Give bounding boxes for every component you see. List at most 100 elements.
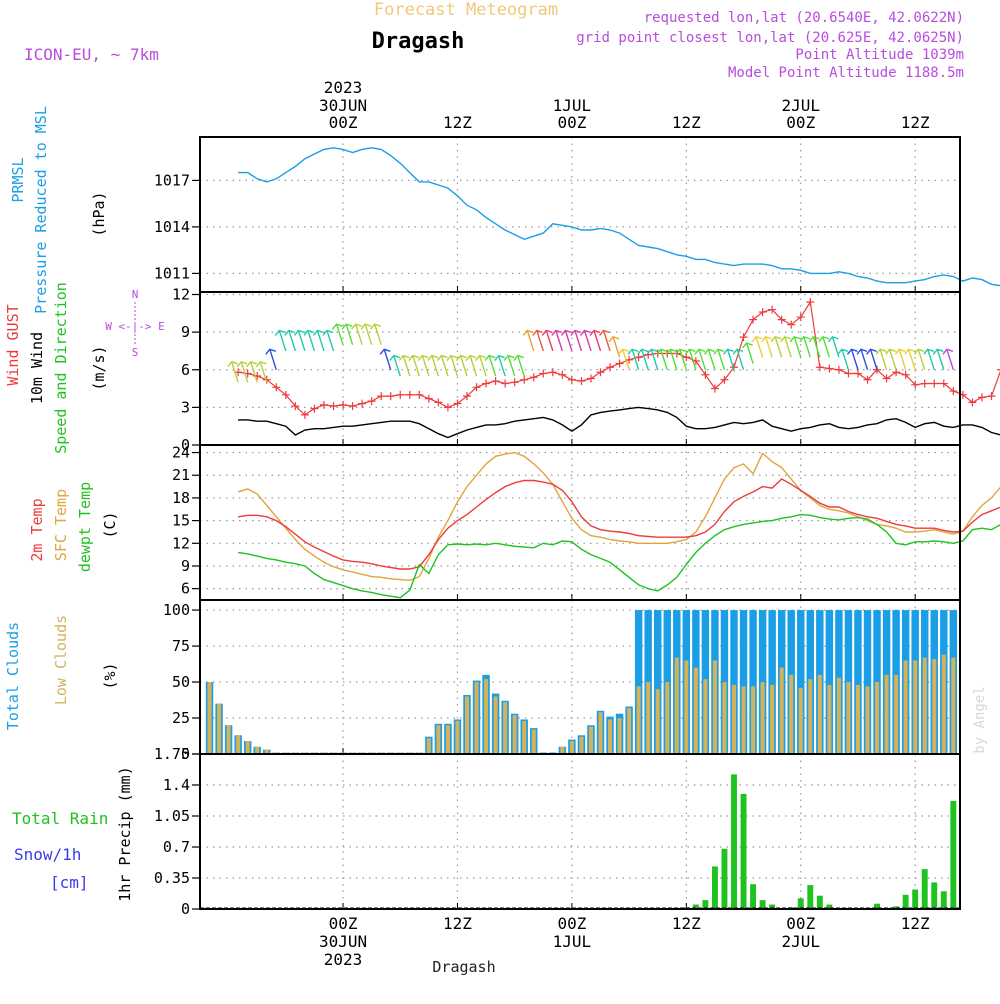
low-clouds-bar <box>779 667 784 754</box>
panel-precip: 0 0.35 0.7 1.05 1.4 1.75 Total Rain Snow/1h [cm]… <box>12 745 960 918</box>
wind-10m-label: 10m Wind <box>28 332 46 404</box>
bottom-tick-label: 00Z <box>557 914 586 933</box>
gust-marker <box>720 375 729 384</box>
wind-arrow-shaft <box>927 349 935 370</box>
wind-direction-arrow <box>637 348 649 370</box>
wind-direction-arrow <box>780 335 792 358</box>
rain-bar <box>940 891 947 909</box>
wind-arrow-head <box>722 348 734 355</box>
wind-arrow-shaft <box>402 355 411 377</box>
panel-clouds: 0 25 50 75 100 Total Clouds Low Clouds (%) <box>4 600 960 763</box>
gust-marker <box>949 387 958 396</box>
wind-direction-arrow <box>370 323 382 345</box>
wind-arrow-shaft <box>345 324 354 345</box>
wind-arrow-head <box>303 329 315 336</box>
wind-direction-arrow <box>532 329 544 352</box>
wind-direction-arrow <box>503 354 516 377</box>
wind-direction-arrow <box>303 329 316 352</box>
low-clouds-bar <box>894 674 899 754</box>
wind-direction-arrow <box>351 323 363 345</box>
gust-marker <box>491 377 500 386</box>
wind-direction-arrow <box>827 335 840 358</box>
wind-arrow-head <box>446 354 458 362</box>
y-tick-label: 0 <box>181 745 190 763</box>
low-clouds-bar <box>703 679 708 754</box>
low-clouds-bar <box>884 674 889 754</box>
wind-direction-arrow <box>761 335 773 358</box>
rain-bar <box>731 774 737 909</box>
top-year-label: 2023 <box>324 78 363 97</box>
wind-arrow-head <box>799 335 811 343</box>
total-clouds-bar <box>854 610 862 754</box>
gust-marker <box>710 384 719 393</box>
wind-arrow-head <box>417 354 429 362</box>
panel-frame-pressure <box>199 136 961 293</box>
gust-marker <box>463 392 472 401</box>
location-title: Dragash <box>372 29 465 54</box>
point-altitude: Point Altitude 1039m <box>795 47 964 63</box>
low-clouds-bar <box>665 682 670 754</box>
gust-marker <box>987 392 996 401</box>
wind-arrow-shaft <box>755 336 764 358</box>
wind-arrow-shaft <box>621 349 630 370</box>
wind-arrow-head <box>618 348 629 355</box>
bottom-tick-label: 00Z <box>786 914 815 933</box>
wind-arrow-shaft <box>841 349 850 370</box>
y-tick-label: 9 <box>181 323 190 341</box>
snow-unit-label: [cm] <box>50 873 89 892</box>
wind-arrow-head <box>503 354 515 362</box>
y-tick-label: 1011 <box>154 264 190 282</box>
wind-arrow-head <box>789 335 801 343</box>
rain-bar <box>759 900 766 909</box>
wind-arrow-head <box>475 354 486 362</box>
rain-bar <box>750 884 757 909</box>
wind-direction-arrow <box>379 348 392 370</box>
gust-marker <box>310 404 319 413</box>
gust-marker <box>405 390 414 399</box>
wind-arrow-shaft <box>316 330 325 352</box>
wind-direction-arrow <box>894 348 907 370</box>
low-clouds-bar <box>827 684 832 754</box>
y-tick-label: 0 <box>181 436 190 454</box>
wind-arrow-shaft <box>297 330 306 352</box>
gust-marker <box>539 369 548 378</box>
gust-marker <box>920 379 929 388</box>
rain-label: Total Rain <box>12 809 108 828</box>
gust-marker <box>882 374 891 383</box>
wind-arrow-head <box>379 348 391 355</box>
rain-bar <box>702 900 709 909</box>
wind-arrow-head <box>694 348 706 355</box>
y-tick-label: 9 <box>181 557 190 575</box>
compass-north: N <box>132 288 139 301</box>
wind-arrow-shaft <box>354 324 363 345</box>
snow-label: Snow/1h <box>14 845 81 864</box>
wind-direction-arrow <box>293 329 306 352</box>
wind-arrow-shaft <box>555 330 564 352</box>
wind-arrow-head <box>913 348 925 355</box>
wind-direction-arrow <box>274 329 287 352</box>
low-clouds-bar <box>751 686 756 754</box>
wind-arrow-head <box>684 348 696 355</box>
wind-arrow-head <box>436 354 448 362</box>
wind-arrow-shaft <box>412 355 420 377</box>
low-clouds-bar <box>712 660 717 754</box>
gust-marker <box>386 392 395 401</box>
wind-arrow-head <box>274 329 286 336</box>
wind-arrow-shaft <box>774 336 783 358</box>
model-altitude: Model Point Altitude 1188.5m <box>728 65 964 81</box>
low-clouds-bar <box>808 679 813 754</box>
y-tick-label: 24 <box>172 444 190 462</box>
rain-bar <box>921 869 928 909</box>
wind-arrow-shaft <box>497 355 506 377</box>
wind-arrow-shaft <box>259 361 268 383</box>
panel-pressure: 1011 1014 1017 PRMSL Pressure Reduced to MSL… <box>9 106 1000 314</box>
total-clouds-bar <box>730 610 738 754</box>
gust-marker <box>300 410 309 419</box>
wind-arrow-shaft <box>469 355 478 377</box>
wind-arrow-head <box>599 329 610 336</box>
wind-direction-arrow <box>436 354 449 377</box>
rain-bar <box>902 894 909 909</box>
wind-direction-arrow <box>913 348 926 370</box>
top-date-label: 1JUL <box>553 96 592 115</box>
